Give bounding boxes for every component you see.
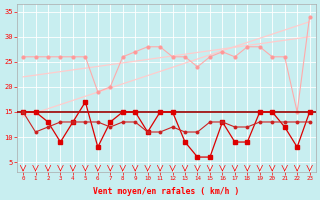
X-axis label: Vent moyen/en rafales ( km/h ): Vent moyen/en rafales ( km/h ) [93,187,239,196]
